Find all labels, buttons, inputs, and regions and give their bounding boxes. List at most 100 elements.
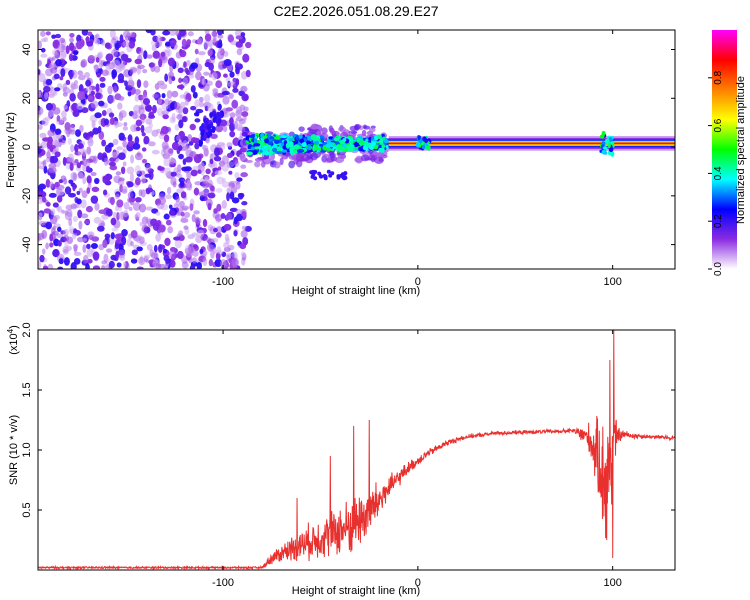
heatmap-cell xyxy=(288,160,296,169)
heatmap-cell xyxy=(239,243,247,250)
heatmap-cell xyxy=(115,250,120,259)
heatmap-cell xyxy=(114,42,120,51)
heatmap-cell xyxy=(120,166,126,175)
heatmap-cell xyxy=(109,196,115,206)
heatmap-cell xyxy=(176,114,183,120)
heatmap-cell xyxy=(92,155,98,164)
heatmap-cell xyxy=(275,150,283,155)
heatmap-cell xyxy=(259,141,265,147)
heatmap-cell xyxy=(173,236,181,241)
heatmap-cell xyxy=(143,135,150,145)
heatmap-cell xyxy=(318,143,324,147)
heatmap-cell xyxy=(53,214,61,220)
heatmap-cell xyxy=(90,100,99,109)
heatmap-cell xyxy=(144,173,152,178)
heatmap-cell xyxy=(140,124,145,134)
heatmap-cell xyxy=(74,144,79,153)
heatmap-cell xyxy=(377,134,382,140)
heatmap-cell xyxy=(173,102,181,110)
heatmap-cell xyxy=(162,153,171,160)
heatmap-cell xyxy=(245,41,252,49)
heatmap-cell xyxy=(240,251,246,257)
heatmap-cell xyxy=(152,93,159,99)
heatmap-cell xyxy=(138,203,147,213)
heatmap-cell xyxy=(146,243,153,251)
heatmap-cell xyxy=(81,157,88,167)
heatmap-cell xyxy=(70,262,77,269)
heatmap-cell xyxy=(223,223,232,231)
heatmap-cell xyxy=(57,205,63,213)
heatmap-cell xyxy=(126,166,135,175)
heatmap-cell xyxy=(310,134,317,141)
heatmap-cell xyxy=(234,136,239,146)
heatmap-cell xyxy=(122,139,127,148)
heatmap-cell xyxy=(130,240,134,247)
heatmap-cell xyxy=(174,239,182,249)
heatmap-cell xyxy=(138,50,145,56)
heatmap-cell xyxy=(235,41,243,48)
heatmap-cell xyxy=(48,166,57,174)
heatmap-cell xyxy=(176,250,184,260)
heatmap-cell xyxy=(135,196,142,203)
heatmap-cell xyxy=(38,160,42,169)
heatmap-cell xyxy=(57,226,62,232)
spectrogram-y-tick-label: -20 xyxy=(21,188,33,204)
heatmap-cell xyxy=(52,225,57,231)
heatmap-cell xyxy=(333,137,340,142)
heatmap-cell xyxy=(180,216,188,223)
heatmap-cell xyxy=(360,140,365,144)
heatmap-cell xyxy=(171,141,179,151)
heatmap-cell xyxy=(175,199,180,206)
heatmap-cell xyxy=(183,61,187,68)
heatmap-cell xyxy=(176,84,185,90)
heatmap-cell xyxy=(151,44,157,52)
heatmap-cell xyxy=(241,126,246,133)
heatmap-cell xyxy=(157,97,163,105)
heatmap-cell xyxy=(101,69,110,76)
heatmap-cell xyxy=(607,142,611,149)
heatmap-cell xyxy=(68,53,74,62)
heatmap-cell xyxy=(151,149,160,155)
heatmap-cell xyxy=(211,127,216,134)
heatmap-cell xyxy=(295,154,305,162)
heatmap-cell xyxy=(145,118,153,125)
heatmap-cell xyxy=(38,199,43,205)
heatmap-cell xyxy=(205,168,211,175)
heatmap-cell xyxy=(99,76,106,82)
heatmap-cell xyxy=(226,152,234,159)
heatmap-cell xyxy=(82,175,87,185)
heatmap-cell xyxy=(210,185,215,192)
heatmap-cell xyxy=(223,241,230,249)
heatmap-cell xyxy=(105,63,114,70)
heatmap-cell xyxy=(142,97,151,106)
heatmap-cell xyxy=(135,126,141,132)
heatmap-cell xyxy=(98,131,105,140)
heatmap-cell xyxy=(200,130,205,137)
heatmap-cell xyxy=(38,59,42,67)
heatmap-cell xyxy=(201,189,210,194)
heatmap-cell xyxy=(45,221,53,230)
heatmap-cell xyxy=(168,250,176,259)
heatmap-cell xyxy=(121,185,128,193)
heatmap-cell xyxy=(112,59,121,69)
heatmap-cell xyxy=(187,31,194,37)
colorbar-tick-label: 0.8 xyxy=(713,70,724,84)
heatmap-cell xyxy=(136,246,143,252)
heatmap-cell xyxy=(262,135,268,139)
heatmap-cell xyxy=(232,88,239,93)
heatmap-cell xyxy=(56,195,63,203)
heatmap-cell xyxy=(112,138,119,146)
heatmap-cell xyxy=(41,196,47,203)
heatmap-cell xyxy=(154,65,161,73)
heatmap-cell xyxy=(243,116,247,121)
heatmap-cell xyxy=(348,130,358,134)
heatmap-cell xyxy=(134,214,139,220)
heatmap-cell xyxy=(114,242,120,250)
heatmap-cell xyxy=(177,67,184,74)
heatmap-cell xyxy=(200,167,205,177)
heatmap-cell xyxy=(134,152,143,161)
heatmap-cell xyxy=(190,85,196,93)
heatmap-cell xyxy=(178,77,183,84)
heatmap-cell xyxy=(131,249,138,256)
